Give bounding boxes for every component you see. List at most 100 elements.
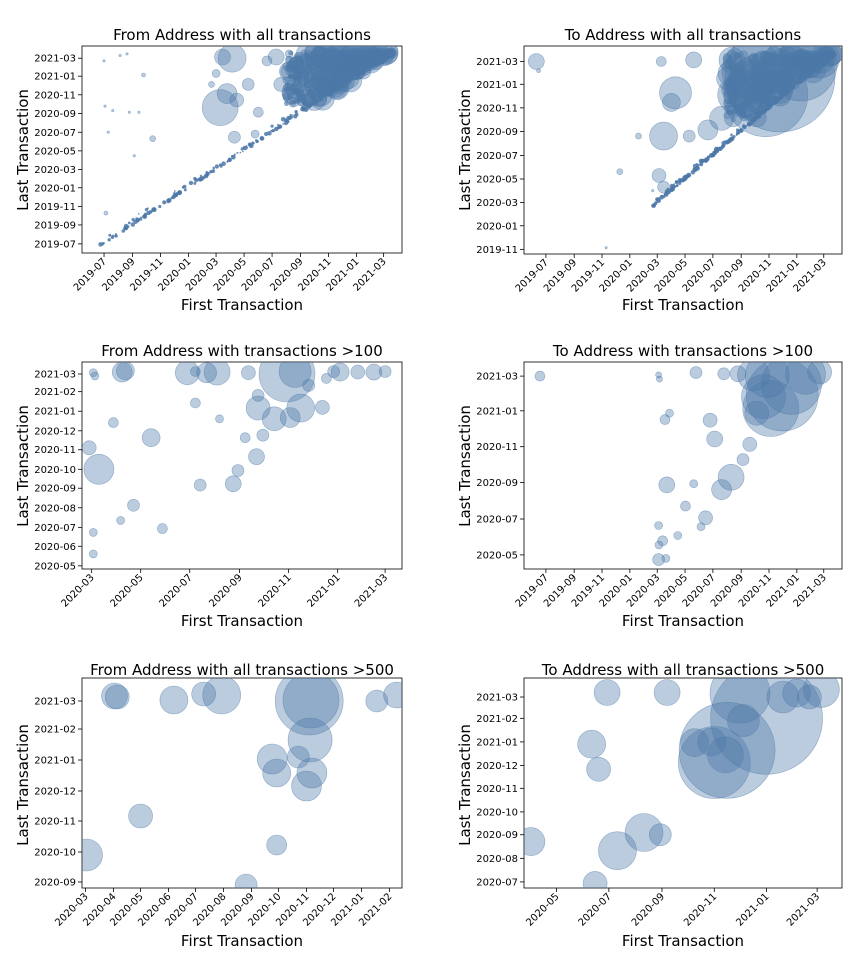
scatter-point <box>273 77 289 92</box>
scatter-point <box>246 146 249 149</box>
scatter-point <box>138 213 140 215</box>
scatter-point <box>369 46 390 65</box>
scatter-point <box>214 48 231 66</box>
scatter-point <box>266 834 288 856</box>
y-axis-label: Last Transaction <box>456 724 474 846</box>
x-tick-label: 2020-09 <box>207 572 244 609</box>
scatter-point <box>166 198 170 202</box>
y-tick-label: 2020-05 <box>476 550 518 561</box>
x-tick-label: 2021-03 <box>785 891 822 928</box>
scatter-point <box>224 475 242 493</box>
y-axis-label: Last Transaction <box>456 405 474 527</box>
scatter-point <box>137 110 141 114</box>
y-tick-label: 2020-03 <box>34 165 76 176</box>
scatter-point <box>354 50 360 55</box>
scatter-point <box>730 133 733 137</box>
y-tick-label: 2019-11 <box>34 202 76 213</box>
scatter-point <box>287 50 293 56</box>
y-tick-label: 2021-01 <box>476 80 518 91</box>
scatter-point <box>674 180 679 185</box>
scatter-point <box>102 59 106 63</box>
y-tick-label: 2020-09 <box>476 478 518 489</box>
scatter-point <box>157 523 168 534</box>
scatter-point <box>662 93 681 112</box>
scatter-point <box>205 173 209 177</box>
scatter-point <box>183 188 187 192</box>
scatter-point <box>293 114 298 119</box>
x-tick-label: 2021-01 <box>734 891 771 928</box>
scatter-point <box>364 53 374 64</box>
y-tick-label: 2020-12 <box>34 787 76 798</box>
scatter-point <box>698 510 713 526</box>
scatter-point <box>686 172 691 177</box>
scatter-point <box>177 190 182 196</box>
scatter-point <box>332 65 341 74</box>
scatter-point <box>215 414 224 424</box>
scatter-point <box>298 89 305 96</box>
scatter-point <box>303 107 309 112</box>
scatter-point <box>115 233 117 235</box>
scatter-point <box>680 500 691 512</box>
scatter-point <box>635 132 642 140</box>
scatter-point <box>104 684 130 710</box>
scatter-point <box>110 236 113 239</box>
y-tick-label: 2020-05 <box>34 146 76 157</box>
scatter-point <box>313 46 362 83</box>
axes: 2020-032020-042020-052020-062020-072020-… <box>34 697 394 929</box>
scatter-point <box>334 86 340 92</box>
scatter-point <box>534 370 546 382</box>
chart-title: To Address with all transactions >500 <box>541 661 824 679</box>
scatter-point <box>231 155 234 158</box>
scatter-point <box>295 87 303 96</box>
scatter-point <box>656 375 663 383</box>
scatter-point <box>334 64 354 83</box>
y-tick-label: 2021-01 <box>34 72 76 83</box>
scatter-point <box>383 681 402 709</box>
scatter-point <box>660 194 663 198</box>
scatter-point <box>103 104 107 108</box>
scatter-point <box>128 803 153 829</box>
y-tick-label: 2021-03 <box>34 54 76 65</box>
panel-to-500: 2020-05 2020-07 2020-09 2020-11 2021-01 2021-… <box>456 661 843 950</box>
x-tick-label: 2021-03 <box>353 572 390 609</box>
panel-from-500: 2020-032020-042020-052020-062020-072020-… <box>14 661 403 950</box>
scatter-point <box>83 453 115 485</box>
y-tick-label: 2020-07 <box>476 515 518 526</box>
scatter-point <box>107 238 111 242</box>
scatter-point <box>221 161 226 166</box>
x-axis-label: First Transaction <box>181 932 303 950</box>
scatter-point <box>149 135 156 142</box>
scatter-point <box>657 180 670 194</box>
scatter-point <box>111 234 115 238</box>
scatter-point <box>201 89 239 126</box>
x-axis-label: First Transaction <box>622 296 744 314</box>
scatter-point <box>173 190 176 192</box>
scatter-point <box>304 78 314 88</box>
scatter-point <box>212 166 216 170</box>
scatter-point <box>807 362 832 385</box>
scatter-point <box>211 169 216 174</box>
scatter-point <box>252 106 264 118</box>
y-tick-label: 2020-12 <box>34 426 76 437</box>
scatter-point <box>341 76 346 81</box>
scatter-point <box>89 528 98 537</box>
scatter-point <box>229 92 244 108</box>
scatter-point <box>651 189 655 193</box>
scatter-point <box>347 59 355 68</box>
scatter-point <box>604 246 608 250</box>
scatter-point <box>289 113 292 117</box>
scatter-point <box>661 554 671 563</box>
scatter-point <box>284 100 290 106</box>
scatter-point <box>252 142 255 145</box>
y-tick-label: 2020-07 <box>34 128 76 139</box>
x-axis-label: First Transaction <box>181 612 303 630</box>
scatter-point <box>291 114 294 116</box>
scatter-point <box>141 72 146 78</box>
scatter-point <box>267 48 285 66</box>
scatter-point <box>736 453 750 466</box>
y-tick-label: 2021-01 <box>34 407 76 418</box>
scatter-point <box>313 83 323 94</box>
scatter-point <box>282 93 291 102</box>
scatter-point <box>654 540 664 550</box>
x-axis-label: First Transaction <box>622 932 744 950</box>
